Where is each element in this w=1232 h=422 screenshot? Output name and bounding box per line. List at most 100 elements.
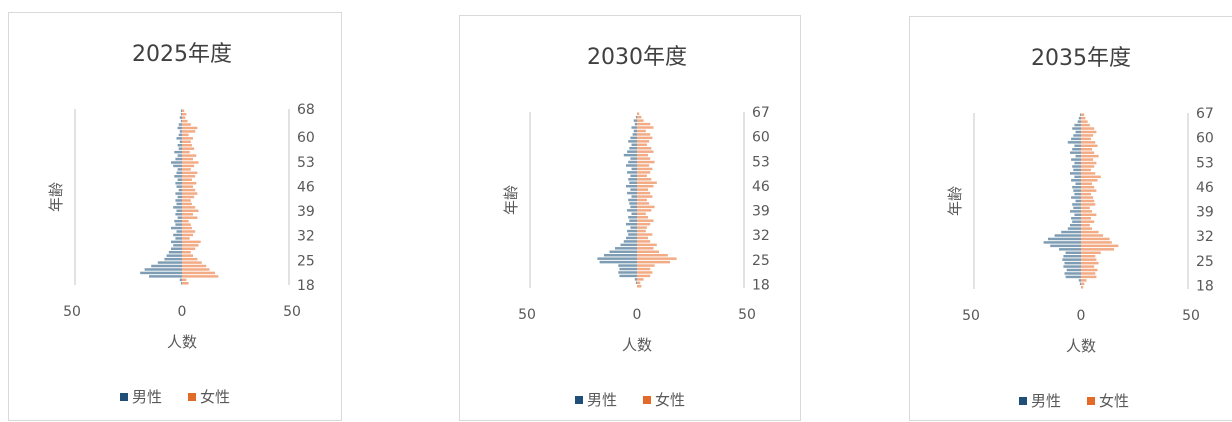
female-bar bbox=[637, 205, 655, 209]
female-bar bbox=[1081, 130, 1097, 134]
female-bar bbox=[182, 226, 192, 230]
male-bar bbox=[1054, 234, 1081, 237]
legend-label-female: 女性 bbox=[655, 391, 685, 409]
female-bar bbox=[637, 160, 655, 164]
female-bar bbox=[1081, 237, 1110, 241]
female-bar bbox=[637, 257, 677, 260]
female-bar bbox=[1081, 275, 1097, 279]
male-bar bbox=[619, 274, 637, 278]
legend-swatch-male bbox=[120, 393, 128, 401]
male-bar bbox=[177, 154, 182, 157]
female-bar bbox=[182, 130, 196, 133]
male-bar bbox=[635, 281, 637, 285]
female-bar bbox=[637, 240, 651, 243]
y-tick-label: 68 bbox=[297, 102, 315, 118]
female-bar bbox=[182, 264, 207, 268]
male-bar bbox=[1043, 241, 1081, 244]
y-tick-label: 32 bbox=[297, 229, 315, 245]
y-tick-label: 32 bbox=[1196, 229, 1214, 245]
chart-panel-2035: 2035年度 年齢 18 25 32 39 46 53 60 67 50 0 50 人数 男性 女性 bbox=[909, 16, 1232, 421]
male-bar bbox=[177, 143, 182, 147]
female-bar bbox=[1081, 141, 1096, 144]
female-bar bbox=[1081, 265, 1095, 268]
x-tick-label: 50 bbox=[63, 304, 81, 320]
male-bar bbox=[1073, 189, 1081, 192]
male-bar bbox=[179, 140, 182, 144]
female-bar bbox=[182, 161, 199, 164]
male-bar bbox=[1061, 230, 1081, 234]
male-bar bbox=[629, 146, 637, 150]
female-bar bbox=[1081, 251, 1101, 255]
male-bar bbox=[1074, 192, 1081, 196]
male-bar bbox=[1065, 275, 1081, 279]
female-bar bbox=[1081, 217, 1091, 220]
male-bar bbox=[630, 226, 637, 229]
female-bar bbox=[1081, 158, 1094, 161]
female-bar bbox=[1081, 144, 1098, 148]
female-bar bbox=[637, 171, 651, 174]
x-axis-title: 人数 bbox=[622, 336, 652, 354]
male-bar bbox=[149, 275, 182, 278]
female-bar bbox=[637, 150, 654, 153]
male-bar bbox=[1067, 141, 1081, 144]
female-bar bbox=[182, 247, 196, 251]
male-bar bbox=[623, 153, 637, 157]
female-bar bbox=[1081, 227, 1092, 230]
x-tick-label: 50 bbox=[518, 307, 536, 323]
y-tick-label: 60 bbox=[297, 130, 315, 146]
male-bar bbox=[634, 122, 637, 126]
female-bar bbox=[637, 271, 653, 274]
male-bar bbox=[618, 271, 637, 274]
female-bar bbox=[182, 230, 196, 233]
male-bar bbox=[635, 115, 637, 119]
female-bar bbox=[182, 192, 198, 195]
female-bar bbox=[182, 233, 193, 237]
y-tick-label: 60 bbox=[752, 130, 770, 146]
male-bar bbox=[173, 233, 182, 237]
female-bar bbox=[637, 267, 651, 271]
y-tick-label: 67 bbox=[1196, 106, 1214, 122]
y-tick-label: 46 bbox=[297, 179, 315, 195]
female-bar bbox=[182, 140, 191, 144]
male-bar bbox=[627, 150, 637, 153]
male-bar bbox=[626, 222, 637, 226]
female-bar bbox=[637, 219, 654, 222]
female-bar bbox=[182, 175, 196, 178]
female-bar bbox=[637, 236, 648, 240]
male-bar bbox=[180, 282, 182, 285]
male-bar bbox=[626, 184, 637, 188]
male-bar bbox=[178, 147, 182, 150]
male-bar bbox=[177, 168, 182, 171]
female-bar bbox=[182, 275, 219, 278]
y-tick-label: 18 bbox=[752, 277, 770, 293]
male-bar bbox=[1072, 185, 1081, 189]
female-bar bbox=[1081, 220, 1095, 223]
female-bar bbox=[182, 271, 215, 275]
male-bar bbox=[175, 237, 182, 240]
male-bar bbox=[173, 206, 182, 209]
female-bar bbox=[182, 206, 196, 209]
female-bar bbox=[182, 126, 198, 130]
female-bar bbox=[637, 184, 654, 188]
legend-swatch-female bbox=[188, 393, 196, 401]
male-bar bbox=[609, 250, 637, 254]
male-bar bbox=[630, 136, 637, 140]
female-bar bbox=[1081, 196, 1094, 199]
female-bar bbox=[637, 133, 651, 136]
male-bar bbox=[1078, 279, 1081, 282]
male-bar bbox=[1075, 199, 1081, 203]
female-bar bbox=[182, 199, 191, 202]
male-bar bbox=[171, 240, 182, 244]
male-bar bbox=[628, 140, 637, 143]
female-bar bbox=[1081, 137, 1091, 141]
female-bar bbox=[1081, 154, 1099, 158]
female-bar bbox=[182, 282, 189, 285]
x-axis-title: 人数 bbox=[167, 333, 197, 351]
male-bar bbox=[618, 264, 637, 267]
female-bar bbox=[637, 146, 652, 150]
female-bar bbox=[637, 122, 651, 126]
female-bar bbox=[1081, 113, 1085, 116]
female-bar bbox=[637, 281, 641, 285]
male-bar bbox=[630, 157, 637, 160]
